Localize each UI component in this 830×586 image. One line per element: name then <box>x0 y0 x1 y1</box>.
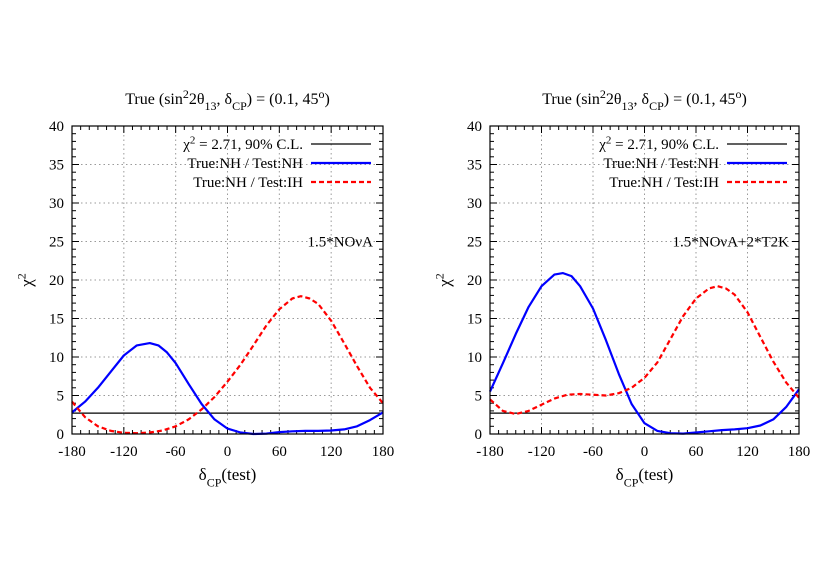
y-tick-label: 25 <box>49 235 64 251</box>
x-axis-label: δCP(test) <box>616 465 674 489</box>
chart-title: True (sin22θ13, δCP) = (0.1, 45o) <box>542 87 747 113</box>
x-tick-label: 180 <box>372 444 395 460</box>
y-tick-label: 35 <box>49 158 64 174</box>
y-tick-label: 30 <box>49 196 64 212</box>
y-tick-label: 20 <box>467 273 482 289</box>
x-tick-label: -180 <box>58 444 86 460</box>
legend-label: True:NH / Test:IH <box>609 175 719 191</box>
x-tick-label: 60 <box>272 444 287 460</box>
nh-ih-curve <box>71 295 384 435</box>
experiment-annotation: 1.5*NOνA <box>307 235 373 251</box>
legend-label: True:NH / Test:NH <box>603 156 719 172</box>
plot-frame <box>71 125 384 435</box>
y-axis-label: χ2 <box>15 273 36 288</box>
y-tick-label: 5 <box>475 389 483 405</box>
plot-frame <box>489 125 800 435</box>
y-tick-label: 10 <box>467 350 482 366</box>
nh-nh-curve <box>71 342 384 436</box>
y-tick-label: 40 <box>467 119 482 135</box>
legend-label: True:NH / Test:IH <box>193 175 303 191</box>
x-tick-label: 0 <box>641 444 649 460</box>
y-tick-label: 35 <box>467 158 482 174</box>
y-tick-label: 0 <box>475 427 483 443</box>
legend-label: χ2 = 2.71, 90% C.L. <box>598 134 719 153</box>
x-tick-label: 120 <box>736 444 759 460</box>
chart-panel-1: -180 -120 -60 0 60 120 180 0 5 10 15 20 25 30 35 40 χ2 =… <box>15 87 395 490</box>
x-axis-label: δCP(test) <box>199 465 257 489</box>
y-tick-label: 20 <box>49 273 64 289</box>
y-axis-label: χ2 <box>433 273 454 288</box>
y-tick-label: 15 <box>467 312 482 328</box>
experiment-annotation: 1.5*NOνA+2*T2K <box>673 235 790 251</box>
y-tick-label: 25 <box>467 235 482 251</box>
chart-panel-2: -180 -120 -60 0 60 120 180 0 5 10 15 20 25 30 35 40 χ2 =… <box>433 87 811 490</box>
x-tick-label: -60 <box>583 444 603 460</box>
x-tick-label: -120 <box>528 444 556 460</box>
x-tick-label: -60 <box>166 444 186 460</box>
x-tick-label: 0 <box>224 444 232 460</box>
y-tick-label: 15 <box>49 312 64 328</box>
y-tick-label: 5 <box>57 389 65 405</box>
legend-label: χ2 = 2.71, 90% C.L. <box>182 134 303 153</box>
legend-label: True:NH / Test:NH <box>187 156 303 172</box>
y-tick-label: 0 <box>57 427 65 443</box>
x-tick-label: -180 <box>476 444 504 460</box>
y-tick-label: 30 <box>467 196 482 212</box>
nh-nh-curve <box>488 272 800 435</box>
x-tick-label: 60 <box>689 444 704 460</box>
chart-title: True (sin22θ13, δCP) = (0.1, 45o) <box>125 87 330 113</box>
x-tick-label: -120 <box>110 444 138 460</box>
y-tick-label: 10 <box>49 350 64 366</box>
x-tick-label: 120 <box>320 444 343 460</box>
x-tick-label: 180 <box>788 444 811 460</box>
nh-ih-curve <box>489 285 800 416</box>
y-tick-label: 40 <box>49 119 64 135</box>
